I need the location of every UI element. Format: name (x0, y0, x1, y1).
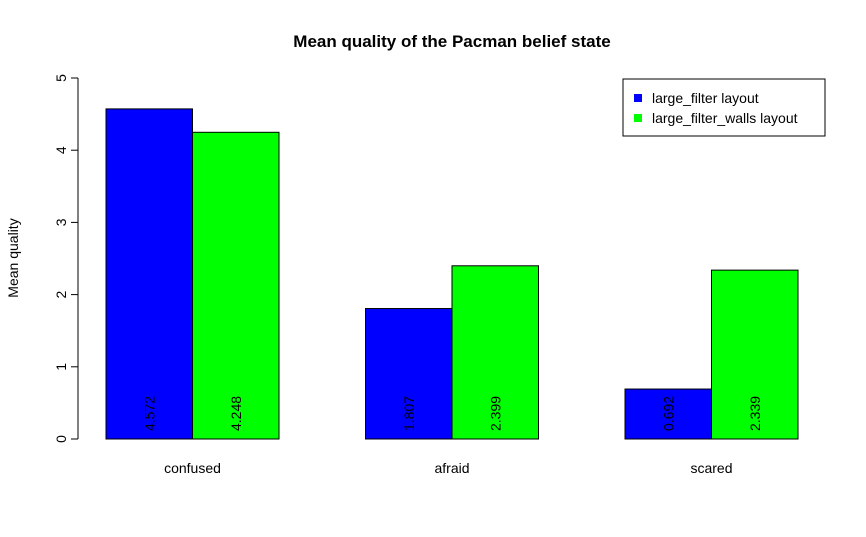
y-tick-label: 0 (53, 435, 69, 443)
bar-afraid-large-filter (365, 308, 453, 440)
y-tick-label: 3 (53, 218, 69, 226)
x-tick-label-scared: scared (690, 460, 732, 476)
legend-swatch-large-filter-walls (634, 114, 642, 122)
x-axis-labels: confused afraid scared (164, 460, 732, 476)
bar-scared-large-filter (624, 388, 712, 440)
x-tick-label-confused: confused (164, 460, 221, 476)
y-axis: 0 1 2 3 4 5 (53, 74, 79, 443)
y-tick-label: 1 (53, 363, 69, 371)
legend-entry-large-filter: large_filter layout (652, 90, 759, 106)
bars (105, 108, 799, 440)
bar-value-label: 2.339 (747, 396, 763, 431)
y-tick-label: 5 (53, 74, 69, 82)
y-axis-label: Mean quality (5, 218, 21, 297)
chart-title: Mean quality of the Pacman belief state (293, 32, 610, 51)
bar-value-label: 4.248 (228, 396, 244, 431)
bar-confused-large-filter-walls (192, 131, 280, 440)
legend-swatch-large-filter (634, 94, 642, 102)
bar-value-label: 2.399 (487, 396, 503, 431)
bar-confused-large-filter (105, 108, 193, 440)
bar-value-label: 1.807 (401, 396, 417, 431)
y-tick-label: 2 (53, 290, 69, 298)
bar-scared-large-filter-walls (711, 269, 799, 440)
y-tick-label: 4 (53, 146, 69, 154)
legend-entry-large-filter-walls: large_filter_walls layout (652, 110, 798, 126)
bar-value-label: 0.692 (660, 396, 676, 431)
legend-box (622, 78, 826, 137)
bar-value-label: 4.572 (141, 396, 157, 431)
x-tick-label-afraid: afraid (434, 460, 469, 476)
legend: large_filter layout large_filter_walls l… (622, 78, 826, 137)
bar-afraid-large-filter-walls (451, 265, 539, 440)
bar-value-labels: 4.572 4.248 1.807 2.399 0.692 2.339 (141, 396, 763, 431)
